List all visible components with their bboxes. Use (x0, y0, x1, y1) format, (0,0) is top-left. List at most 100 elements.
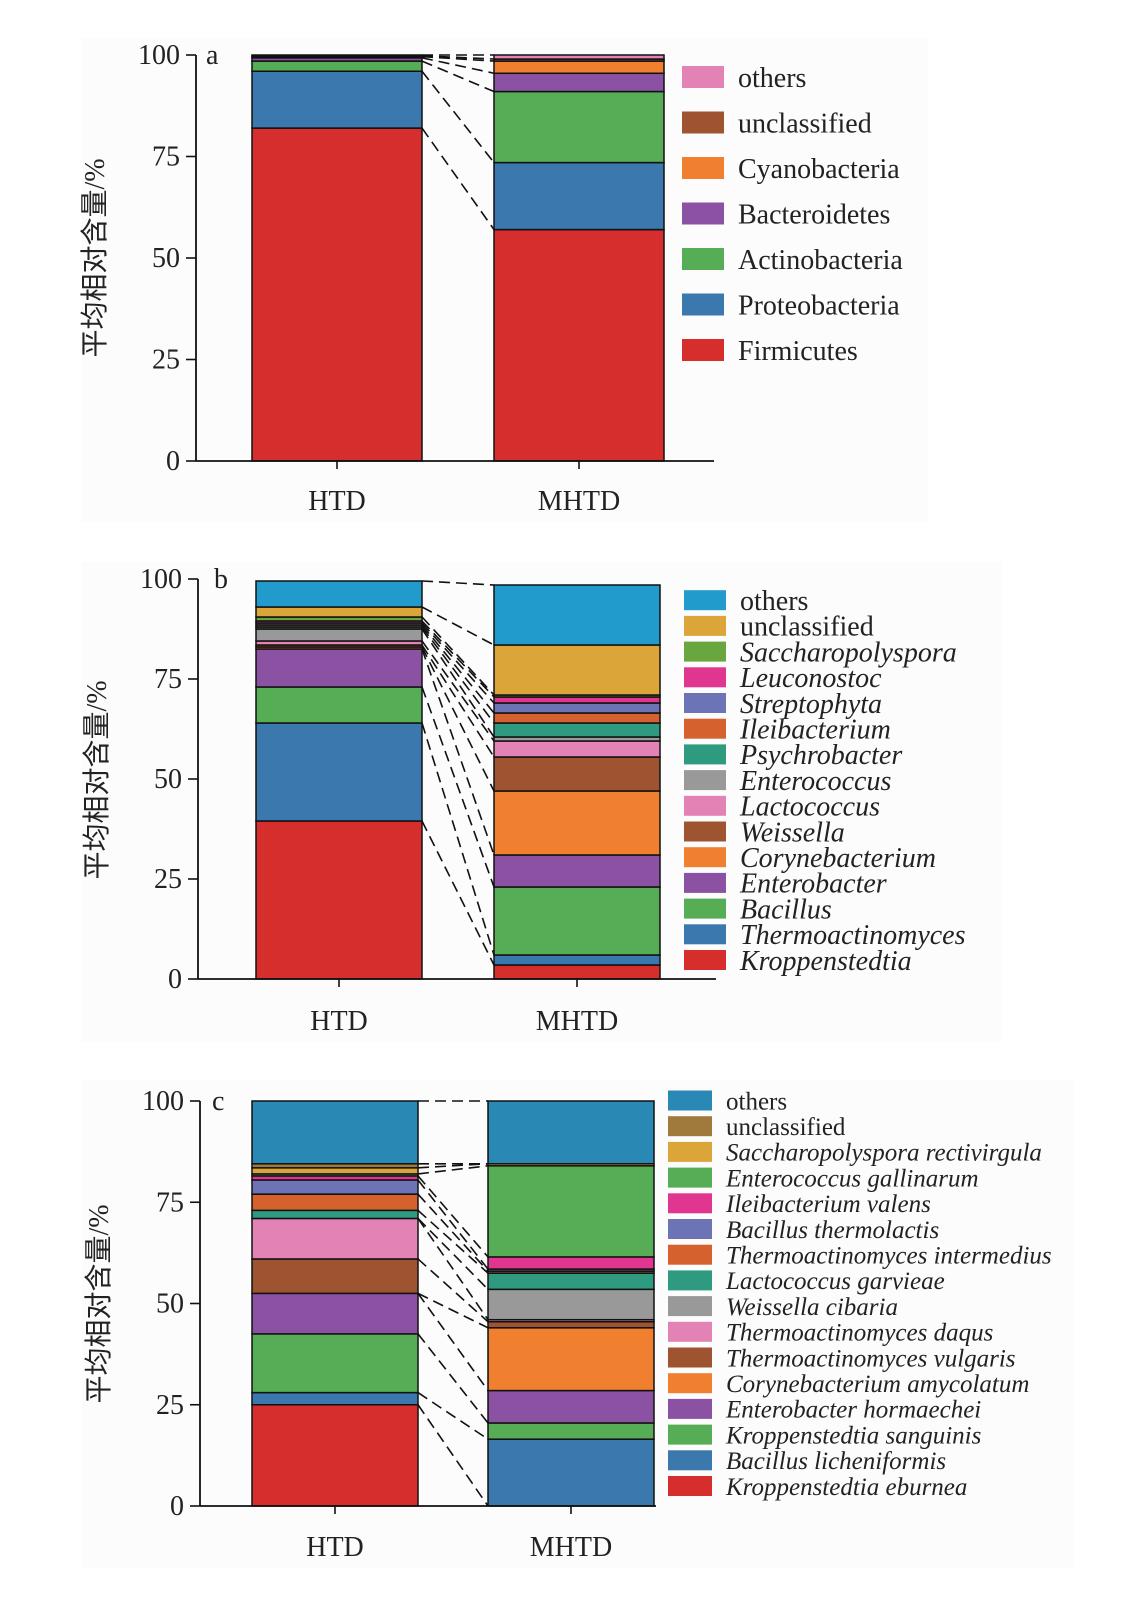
legend-label: Kroppenstedtia sanguinis (725, 1422, 981, 1449)
legend-label: Streptophyta (740, 689, 882, 720)
bar-segment-htd-0 (251, 127, 423, 462)
bar-segment-htd-2 (251, 60, 423, 72)
legend-swatch (684, 821, 726, 842)
legend-swatch (668, 1424, 712, 1445)
legend-swatch (682, 293, 724, 316)
connector-line-8 (417, 1209, 489, 1274)
legend-swatch (668, 1398, 712, 1419)
connector-line-2 (421, 686, 495, 888)
bar-segment-mhtd-2 (487, 1422, 655, 1440)
legend-swatch (668, 1090, 712, 1111)
panel-label: c (212, 1086, 224, 1117)
legend-label: Ileibacterium valens (725, 1191, 931, 1218)
y-axis-label: 平均相对含量/% (81, 680, 113, 879)
bar-segment-htd-14 (255, 580, 423, 608)
legend-swatch (682, 339, 724, 361)
legend-swatch (682, 157, 724, 179)
connector-line-7 (417, 1217, 489, 1290)
y-tick-label: 50 (156, 1289, 184, 1320)
legend-label: others (726, 1088, 787, 1115)
bar-segment-htd-13 (251, 1167, 419, 1175)
x-tick-label: MHTD (536, 1006, 618, 1037)
bar-segment-htd-5 (251, 1258, 419, 1295)
legend-swatch (668, 1141, 712, 1162)
bar-segment-mhtd-14 (493, 584, 661, 646)
connector-line-2 (417, 1333, 489, 1424)
bar-segment-mhtd-0 (493, 964, 661, 980)
connector-line-10 (421, 622, 495, 704)
connector-line-7 (421, 628, 495, 738)
connector-line-11 (421, 620, 495, 698)
x-tick-label: MHTD (538, 486, 620, 517)
legend-swatch (684, 693, 726, 713)
x-tick-label: HTD (306, 1532, 364, 1563)
bar-segment-mhtd-2 (493, 90, 665, 164)
bar-segment-mhtd-3 (493, 72, 665, 93)
legend-swatch (684, 641, 726, 662)
legend-swatch (684, 615, 726, 636)
bar-segment-htd-10 (251, 1179, 419, 1195)
connector-line-0 (421, 820, 495, 966)
bar-segment-mhtd-1 (487, 1438, 655, 1507)
legend-swatch (668, 1296, 712, 1317)
bar-segment-htd-3 (251, 1292, 419, 1335)
chart-c-svg: 0 25 50 75 100 HTD MHTD 平均相对含量/% c Kroppenstedtia… (83, 1086, 1052, 1563)
y-tick-label: 100 (138, 40, 180, 71)
legend-swatch (668, 1193, 712, 1214)
y-tick-label: 25 (156, 1390, 184, 1421)
legend-swatch (684, 770, 726, 791)
connector-line-10 (417, 1179, 489, 1270)
legend-label: Bacillus (740, 894, 832, 925)
legend-swatch (684, 924, 726, 945)
legend-swatch (682, 111, 724, 134)
bar-segment-mhtd-1 (493, 161, 665, 231)
connector-line-1 (421, 70, 495, 164)
connector-line-11 (417, 1175, 489, 1258)
legend-swatch (668, 1219, 712, 1239)
legend-label: Thermoactinomyces (740, 920, 966, 951)
legend-label: Enterococcus (739, 766, 891, 797)
connector-line-4 (421, 55, 495, 62)
bar-segment-mhtd-8 (487, 1272, 655, 1291)
bar-segment-mhtd-10 (493, 702, 661, 714)
legend-label: unclassified (726, 1114, 846, 1141)
connector-line-4 (417, 1292, 489, 1329)
legend-swatch (682, 248, 724, 270)
legend-label: Psychrobacter (739, 740, 902, 771)
legend-label: unclassified (740, 612, 874, 643)
bar-segment-mhtd-15 (487, 1100, 655, 1165)
y-tick-label: 0 (168, 964, 182, 995)
legend-label: Enterococcus gallinarum (725, 1165, 979, 1192)
bar-segment-mhtd-3 (487, 1389, 655, 1424)
legend-swatch (668, 1116, 712, 1137)
y-tick-label: 25 (152, 345, 180, 376)
connector-line-9 (421, 624, 495, 714)
bar-segment-mhtd-4 (493, 60, 665, 75)
legend-label: unclassified (738, 108, 872, 139)
bar-segment-htd-1 (255, 722, 423, 822)
bar-segment-htd-13 (255, 606, 423, 618)
connector-line-5 (417, 1258, 489, 1323)
legend-swatch (682, 202, 724, 225)
legend-label: Bacteroidetes (738, 199, 890, 230)
legend-swatch (668, 1450, 712, 1471)
legend-label: Weissella cibaria (726, 1294, 898, 1321)
y-tick-label: 75 (154, 664, 182, 695)
bar-segment-htd-6 (251, 1217, 419, 1260)
bar-segment-htd-2 (255, 686, 423, 724)
legend-label: Saccharopolyspora rectivirgula (726, 1140, 1042, 1167)
x-tick-label: MHTD (530, 1532, 612, 1563)
y-tick-label: 75 (152, 142, 180, 173)
legend-label: Actinobacteria (738, 245, 903, 276)
bar-segment-htd-7 (255, 628, 423, 642)
y-tick-label: 0 (170, 1491, 184, 1522)
connector-line-0 (417, 1404, 489, 1507)
bar-segment-mhtd-4 (487, 1327, 655, 1392)
legend-label: others (740, 586, 808, 617)
bar-segment-htd-0 (251, 1404, 419, 1507)
y-tick-label: 50 (154, 764, 182, 795)
legend-label: Proteobacteria (738, 290, 900, 321)
bar-segment-mhtd-3 (493, 854, 661, 888)
connector-line-12 (417, 1165, 489, 1175)
bar-segment-htd-0 (255, 820, 423, 980)
